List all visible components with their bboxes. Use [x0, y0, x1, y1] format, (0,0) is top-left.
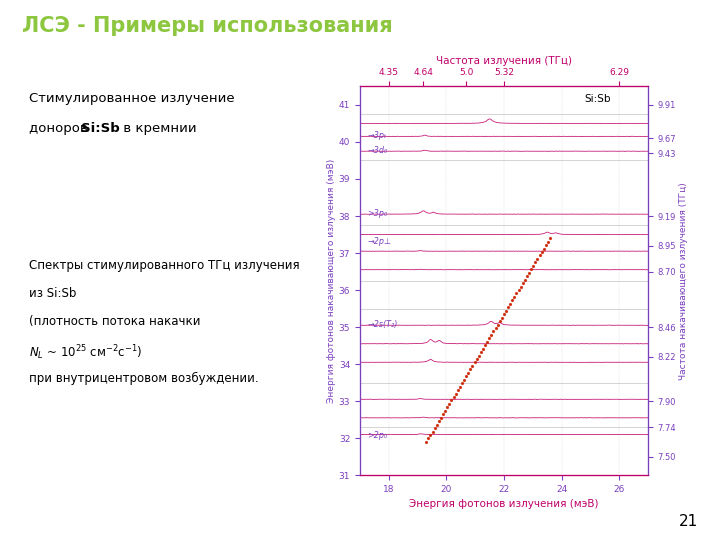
Text: (плотность потока накачки: (плотность потока накачки — [29, 315, 204, 328]
Text: →2p⊥: →2p⊥ — [367, 238, 391, 246]
Text: 21: 21 — [679, 514, 698, 529]
Text: $N_L$ ~ 10$^{25}$ см$^{-2}$с$^{-1}$): $N_L$ ~ 10$^{25}$ см$^{-2}$с$^{-1}$) — [29, 343, 142, 362]
Text: Стимулированное излучение: Стимулированное излучение — [29, 92, 235, 105]
Text: из Si:Sb: из Si:Sb — [29, 287, 76, 300]
Y-axis label: Энергия фотонов накачивающего излучения (мэВ): Энергия фотонов накачивающего излучения … — [327, 159, 336, 403]
Text: →2s(T₂): →2s(T₂) — [367, 320, 397, 329]
Text: >3p₀: >3p₀ — [367, 210, 387, 218]
Text: ЛСЭ - Примеры использования: ЛСЭ - Примеры использования — [22, 16, 392, 36]
Text: при внутрицентровом возбуждении.: при внутрицентровом возбуждении. — [29, 372, 258, 384]
Text: доноров: доноров — [29, 122, 92, 134]
X-axis label: Частота излучения (ТГц): Частота излучения (ТГц) — [436, 56, 572, 65]
Text: →3pₜ: →3pₜ — [367, 131, 387, 140]
X-axis label: Энергия фотонов излучения (мэВ): Энергия фотонов излучения (мэВ) — [409, 500, 599, 509]
Text: Si:Sb: Si:Sb — [585, 94, 611, 104]
Text: Спектры стимулированного ТГц излучения: Спектры стимулированного ТГц излучения — [29, 259, 300, 272]
Text: в кремнии: в кремнии — [119, 122, 197, 134]
Text: >2p₀: >2p₀ — [367, 431, 387, 440]
Y-axis label: Частота накачивающего излучения (ТГц): Частота накачивающего излучения (ТГц) — [679, 182, 688, 380]
Text: →3d₀: →3d₀ — [367, 146, 387, 154]
Text: Si:Sb: Si:Sb — [81, 122, 120, 134]
